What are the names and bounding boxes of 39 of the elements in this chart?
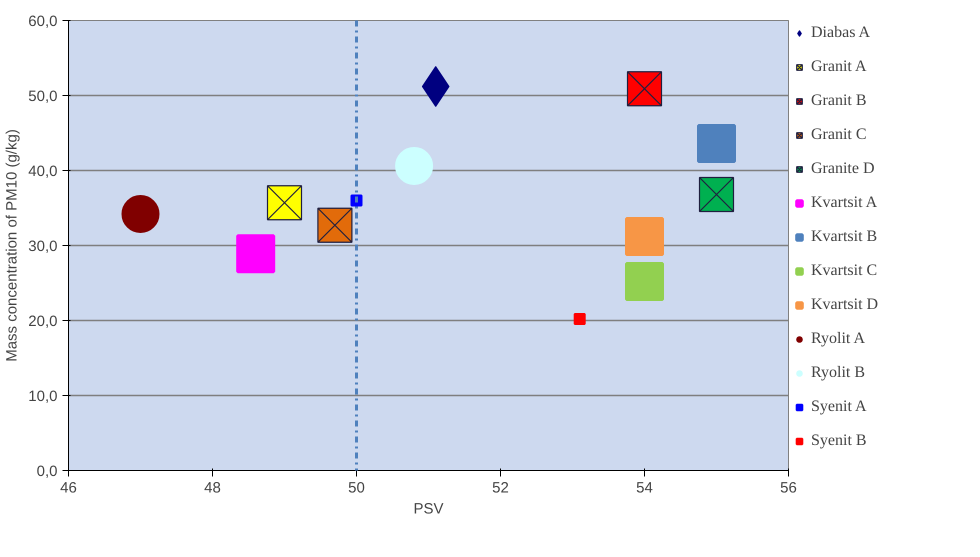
legend-label: Syenit A — [811, 398, 867, 416]
legend-label: Kvartsit A — [811, 194, 878, 212]
legend-label: Granite D — [811, 160, 875, 178]
point — [697, 124, 736, 163]
point — [236, 234, 276, 274]
point — [266, 185, 302, 220]
legend-label: Diabas A — [811, 24, 870, 42]
legend-label: Kvartsit B — [811, 228, 878, 246]
x-tick-label: 50 — [348, 480, 365, 496]
legend-label: Granit A — [811, 58, 867, 76]
point — [698, 176, 734, 212]
legend-label: Kvartsit C — [811, 262, 878, 280]
x-axis-title: PSV — [413, 500, 444, 518]
y-tick-label: 10,0 — [28, 388, 58, 405]
point — [122, 195, 160, 233]
legend-label: Granit B — [811, 92, 867, 110]
y-tick-label: 60,0 — [28, 13, 58, 30]
y-tick-label: 40,0 — [28, 163, 58, 180]
x-tick-label: 54 — [636, 480, 653, 496]
legend-label: Granit C — [811, 126, 867, 144]
point — [625, 217, 664, 256]
point — [317, 208, 352, 243]
legend-label: Ryolit A — [811, 330, 866, 348]
x-tick-label: 56 — [780, 480, 797, 496]
legend-label: Syenit B — [811, 432, 867, 450]
x-tick-label: 52 — [492, 480, 509, 496]
y-tick-label: 30,0 — [28, 238, 58, 255]
point — [625, 262, 664, 301]
point — [574, 313, 586, 325]
y-tick-label: 20,0 — [28, 313, 58, 330]
x-tick-label: 46 — [60, 480, 77, 496]
y-tick-label: 50,0 — [28, 88, 58, 105]
y-axis-title: Mass concentration of PM10 (g/kg) — [3, 129, 20, 362]
legend-label: Ryolit B — [811, 364, 866, 382]
y-tick-label: 0,0 — [36, 463, 58, 480]
legend-label: Kvartsit D — [811, 296, 878, 314]
point — [395, 147, 434, 185]
x-tick-label: 48 — [204, 480, 221, 496]
point — [626, 71, 662, 106]
